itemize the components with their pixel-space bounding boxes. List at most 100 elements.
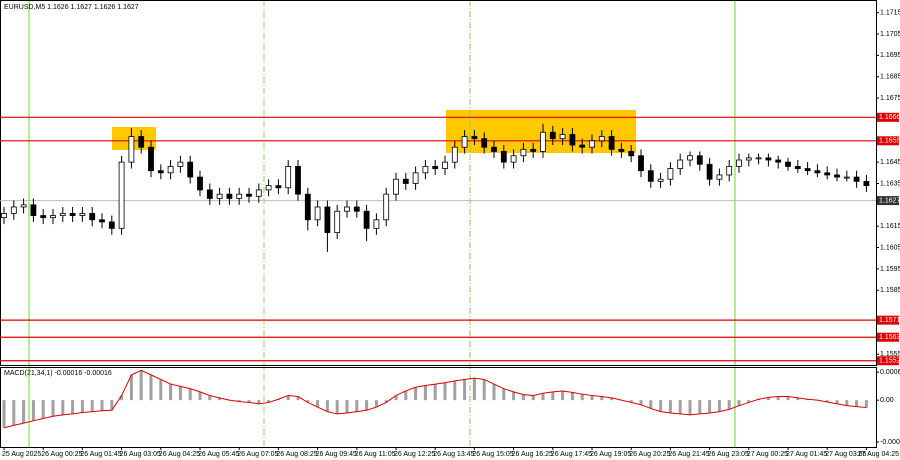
candle-body [1,212,7,219]
y-tick-label: 1.1705 [880,31,900,38]
candle-body [530,148,537,152]
candle-body [853,176,860,182]
macd-bar [512,391,516,401]
candle-body [696,155,703,165]
macd-bar [855,400,859,407]
candle-body [834,174,840,178]
candle-body [108,221,115,229]
y-tick-label: 1.1645 [880,159,900,166]
candle-body [510,155,517,163]
x-tick-label: 26 Aug 09:45 [316,451,357,458]
candle-body [10,206,17,214]
candle-body [569,133,576,146]
x-tick-label: 25 Aug 2025 [2,451,41,458]
candle-body [559,133,566,140]
macd-bar [531,395,535,401]
macd-y-tick-label: -0.00091 [880,439,900,446]
candle-body [775,159,782,163]
macd-bar [864,400,868,408]
macd-bar [561,390,565,401]
candle-body [726,166,733,176]
macd-y-tick-label: 0.00061 [880,369,900,376]
x-tick-label: 26 Aug 01:45 [80,451,121,458]
macd-bar [404,390,408,401]
macd-bar [443,382,447,401]
y-tick-label: 1.1675 [880,95,900,102]
x-tick-label: 26 Aug 23:05 [708,451,749,458]
level-label: 1.1563 [879,334,900,341]
y-tick-label: 1.1595 [880,266,900,273]
macd-bar [698,400,702,414]
x-tick-label: 26 Aug 04:25 [159,451,200,458]
candle-body [128,136,135,163]
macd-bar [786,396,790,401]
macd-bar [747,400,751,403]
x-tick-label: 27 Aug 03:05 [825,451,866,458]
macd-bar [659,400,663,412]
macd-bar [649,400,653,409]
macd-bar [80,400,84,413]
x-tick-label: 26 Aug 03:05 [120,451,161,458]
macd-bar [110,400,114,411]
macd-bar [590,395,594,401]
macd-bar [541,393,545,401]
macd-bar [345,400,349,414]
macd-bar [825,400,829,402]
candle-body [785,161,791,167]
x-tick-label: 26 Aug 15:05 [472,451,513,458]
candle-body [618,148,625,152]
macd-bar [71,400,75,414]
candle-body [216,193,223,199]
candle-body [99,219,105,223]
macd-bar [188,388,192,401]
macd-bar [727,400,731,410]
candle-body [628,151,635,157]
macd-bar [316,400,320,408]
macd-bar [580,394,584,401]
candle-body [206,189,213,199]
macd-bar [139,370,143,401]
macd-bar [688,400,692,415]
x-tick-label: 27 Aug 04:25 [858,451,899,458]
candle-body [814,170,821,174]
macd-bar [776,396,780,401]
macd-bar [668,400,672,414]
candle-body [20,204,27,208]
macd-bar [737,400,741,406]
candle-body [491,146,497,152]
level-label: 1.1655 [879,138,900,145]
candle-body [246,193,252,197]
macd-bar [159,379,163,401]
x-tick-label: 26 Aug 07:05 [237,451,278,458]
macd-bar [129,374,133,401]
macd-bar [237,400,241,402]
candle-body [598,136,605,142]
macd-bar [766,397,770,401]
candle-body [706,163,713,180]
candle-body [432,166,439,169]
macd-bar [51,400,55,417]
candle-body [138,136,145,148]
candle-body [187,161,194,178]
x-tick-label: 26 Aug 05:45 [198,451,239,458]
macd-bar [610,397,614,401]
macd-bar [482,379,486,401]
x-tick-label: 26 Aug 12:25 [394,451,435,458]
macd-bar [639,400,643,405]
macd-bar [414,387,418,401]
macd-bar [394,395,398,401]
macd-bar [247,400,251,403]
macd-bar [267,400,271,403]
x-tick-label: 26 Aug 13:45 [433,451,474,458]
macd-bar [551,391,555,401]
macd-bar [120,395,124,401]
macd-bar [453,380,457,401]
x-tick-label: 26 Aug 16:25 [512,451,553,458]
candle-body [177,161,184,167]
macd-bar [100,400,104,411]
candle-body [638,155,644,172]
x-tick-label: 26 Aug 08:25 [276,451,317,458]
macd-bar [335,400,339,414]
candle-body [667,168,674,180]
